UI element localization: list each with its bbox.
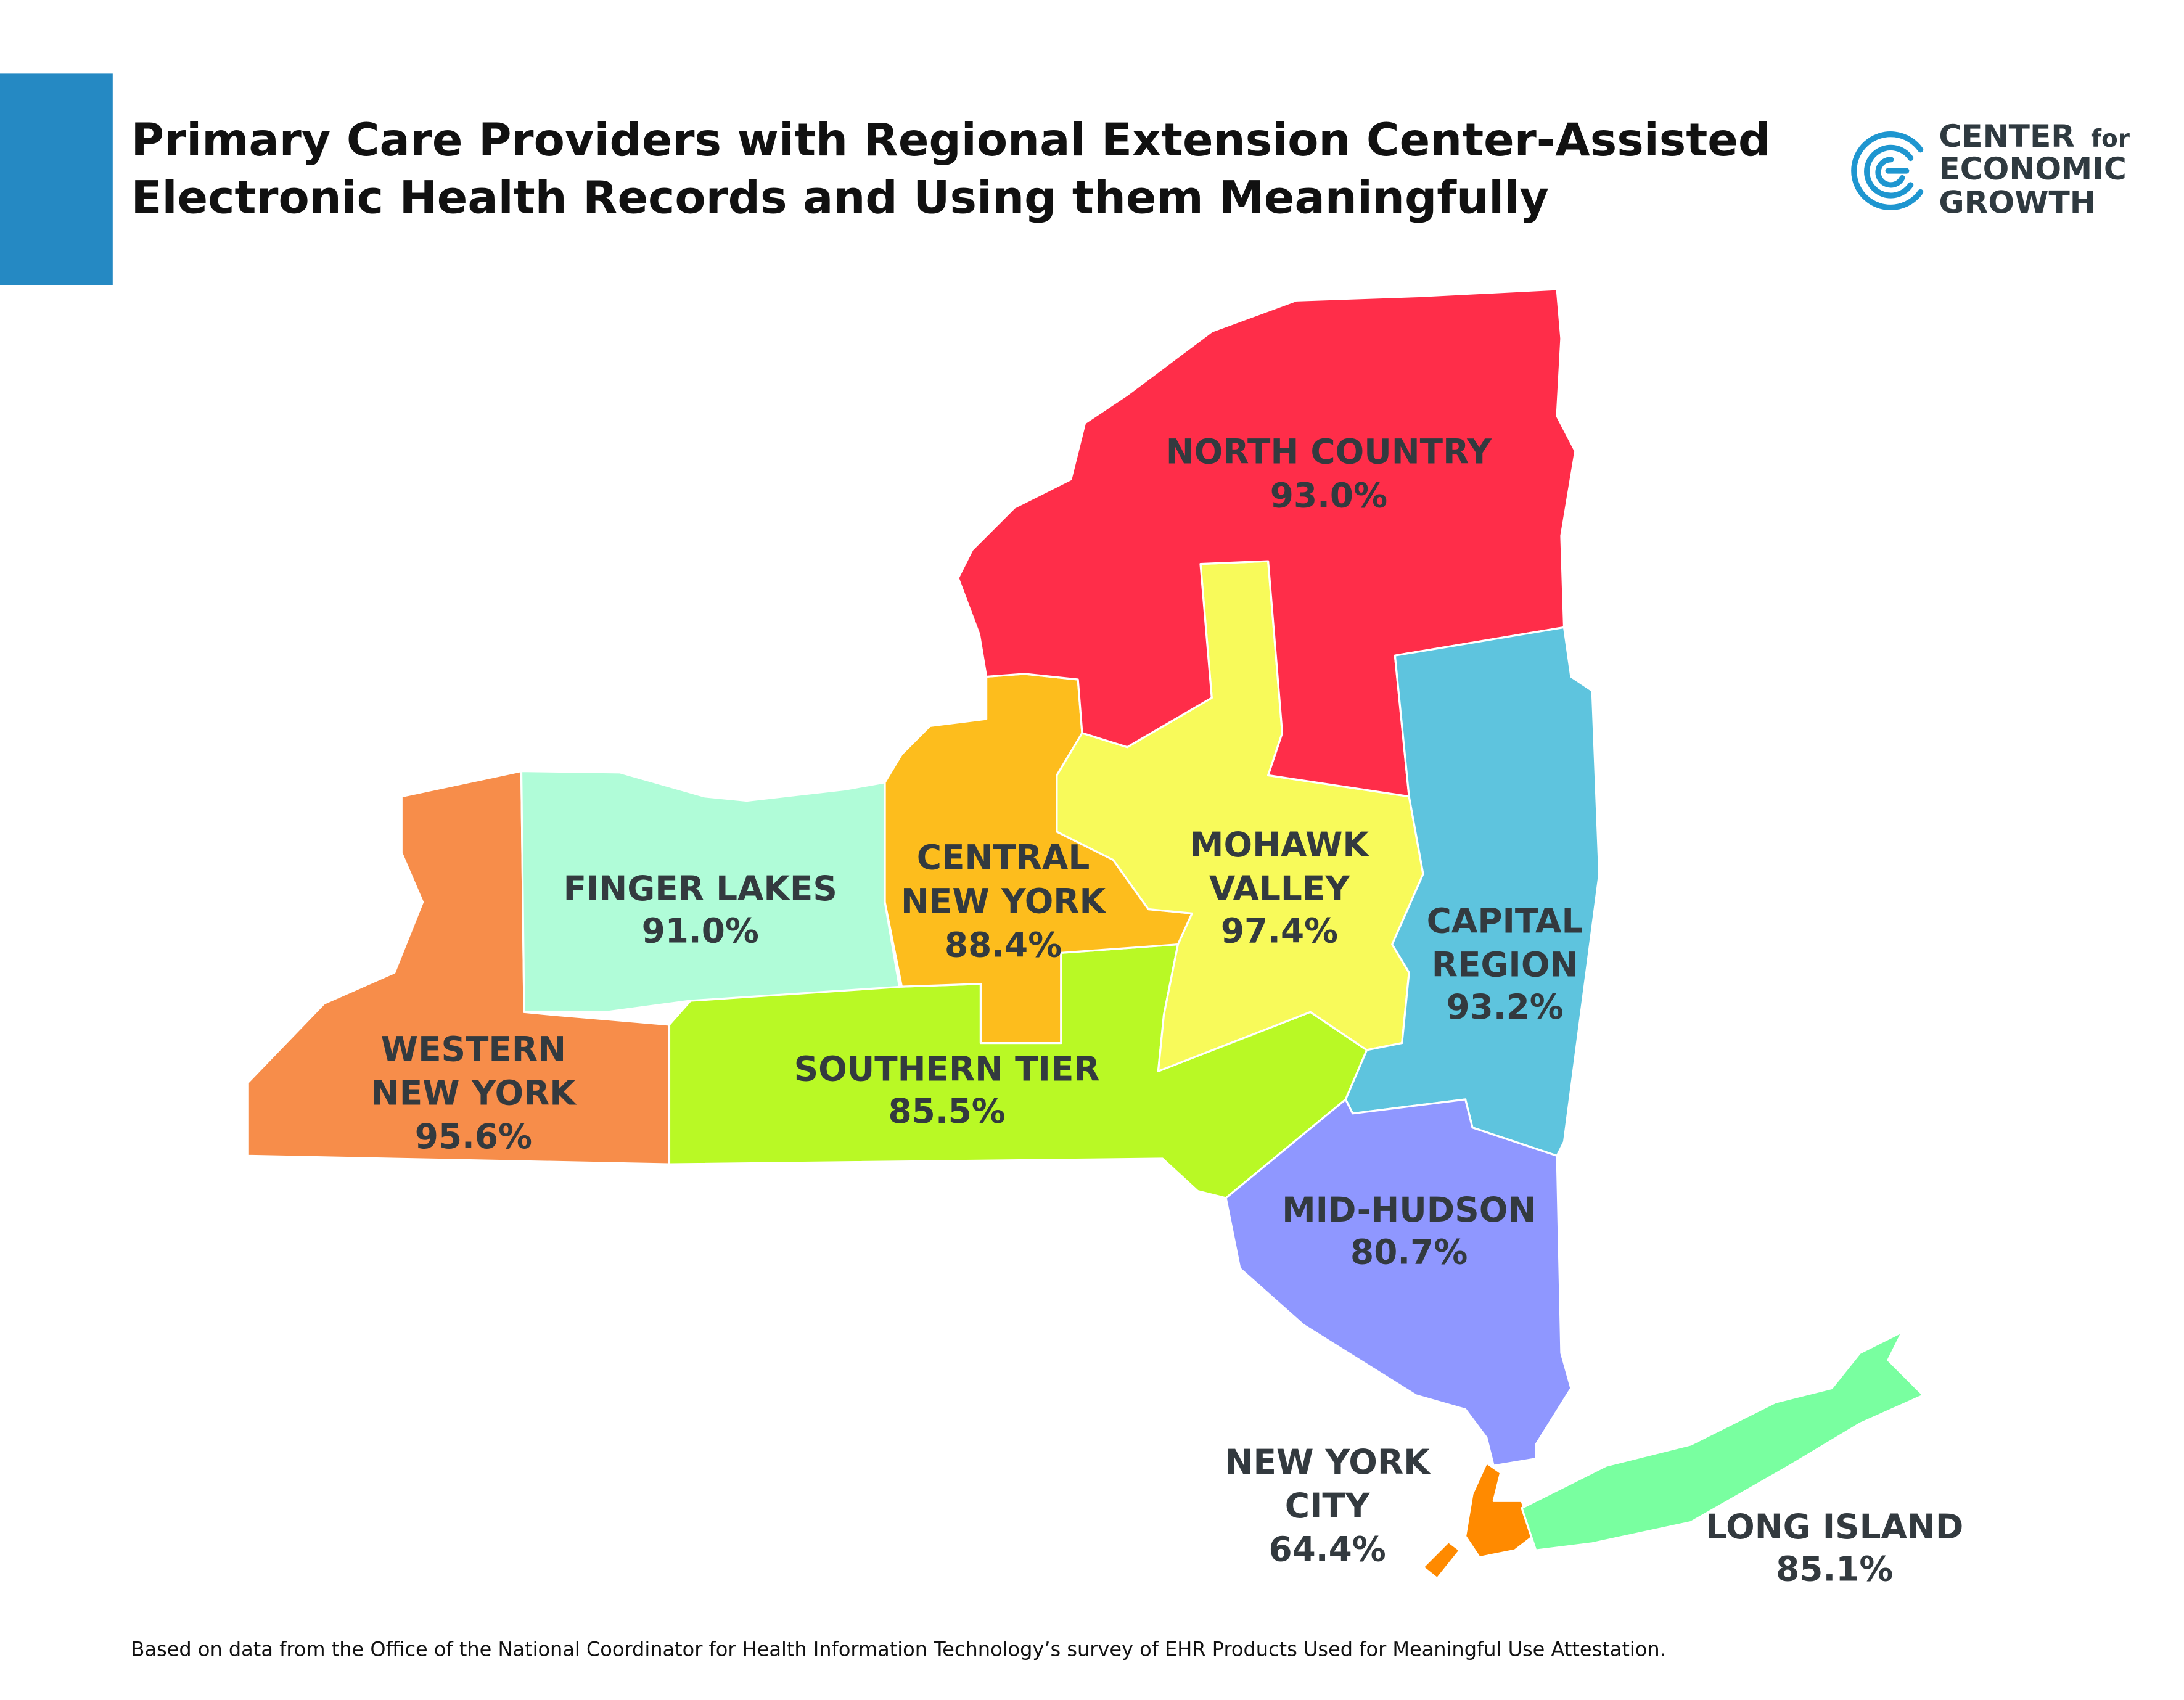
label-north-country-name: NORTH COUNTRY: [1166, 432, 1492, 472]
label-mohawk-valley-name-2: VALLEY: [1209, 869, 1350, 908]
label-finger-lakes-name: FINGER LAKES: [564, 869, 837, 908]
label-western-new-york-name-2: NEW YORK: [371, 1073, 577, 1112]
new-york-map: [247, 288, 1924, 1580]
label-western-new-york-name-1: WESTERN: [381, 1029, 566, 1069]
logo: CENTER for ECONOMIC GROWTH: [1851, 118, 2130, 221]
label-mohawk-valley-name-1: MOHAWK: [1190, 825, 1371, 864]
source-note: Based on data from the Office of the Nat…: [131, 1638, 1666, 1661]
label-north-country-value: 93.0%: [1270, 475, 1387, 515]
logo-mark-icon: [1851, 131, 1924, 211]
label-mid-hudson-name: MID-HUDSON: [1282, 1190, 1536, 1230]
label-mohawk-valley-value: 97.4%: [1221, 911, 1338, 950]
label-mid-hudson-value: 80.7%: [1350, 1232, 1468, 1271]
label-capital-region-name-1: CAPITAL: [1427, 901, 1583, 940]
region-new-york-city[interactable]: [1422, 1461, 1534, 1580]
label-capital-region-name-2: REGION: [1432, 945, 1578, 984]
label-central-new-york-name-1: CENTRAL: [917, 838, 1090, 877]
title-line-2: Electronic Health Records and Using them…: [131, 172, 1549, 224]
logo-growth: GROWTH: [1939, 184, 2096, 221]
logo-center: CENTER: [1939, 118, 2075, 154]
logo-economic: ECONOMIC: [1939, 150, 2126, 187]
region-finger-lakes[interactable]: [520, 770, 903, 1023]
region-mid-hudson[interactable]: [1225, 1098, 1572, 1467]
region-long-island[interactable]: [1521, 1331, 1924, 1551]
label-central-new-york-value: 88.4%: [945, 925, 1062, 964]
label-new-york-city-name-2: CITY: [1285, 1486, 1371, 1525]
label-southern-tier-name: SOUTHERN TIER: [794, 1049, 1100, 1088]
accent-bar: [0, 73, 113, 285]
region-north-country[interactable]: [957, 288, 1577, 798]
logo-for: for: [2091, 125, 2130, 153]
label-western-new-york-value: 95.6%: [415, 1117, 532, 1156]
label-southern-tier-value: 85.5%: [889, 1091, 1006, 1131]
label-central-new-york-name-2: NEW YORK: [901, 881, 1107, 921]
label-new-york-city-value: 64.4%: [1269, 1530, 1386, 1569]
region-labels: NORTH COUNTRY 93.0% FINGER LAKES 91.0% C…: [371, 432, 1964, 1589]
label-capital-region-value: 93.2%: [1446, 987, 1563, 1027]
label-long-island-value: 85.1%: [1776, 1550, 1893, 1589]
label-new-york-city-name-1: NEW YORK: [1225, 1442, 1431, 1482]
label-finger-lakes-value: 91.0%: [642, 911, 759, 950]
title-line-1: Primary Care Providers with Regional Ext…: [131, 114, 1771, 166]
label-long-island-name: LONG ISLAND: [1706, 1507, 1963, 1546]
